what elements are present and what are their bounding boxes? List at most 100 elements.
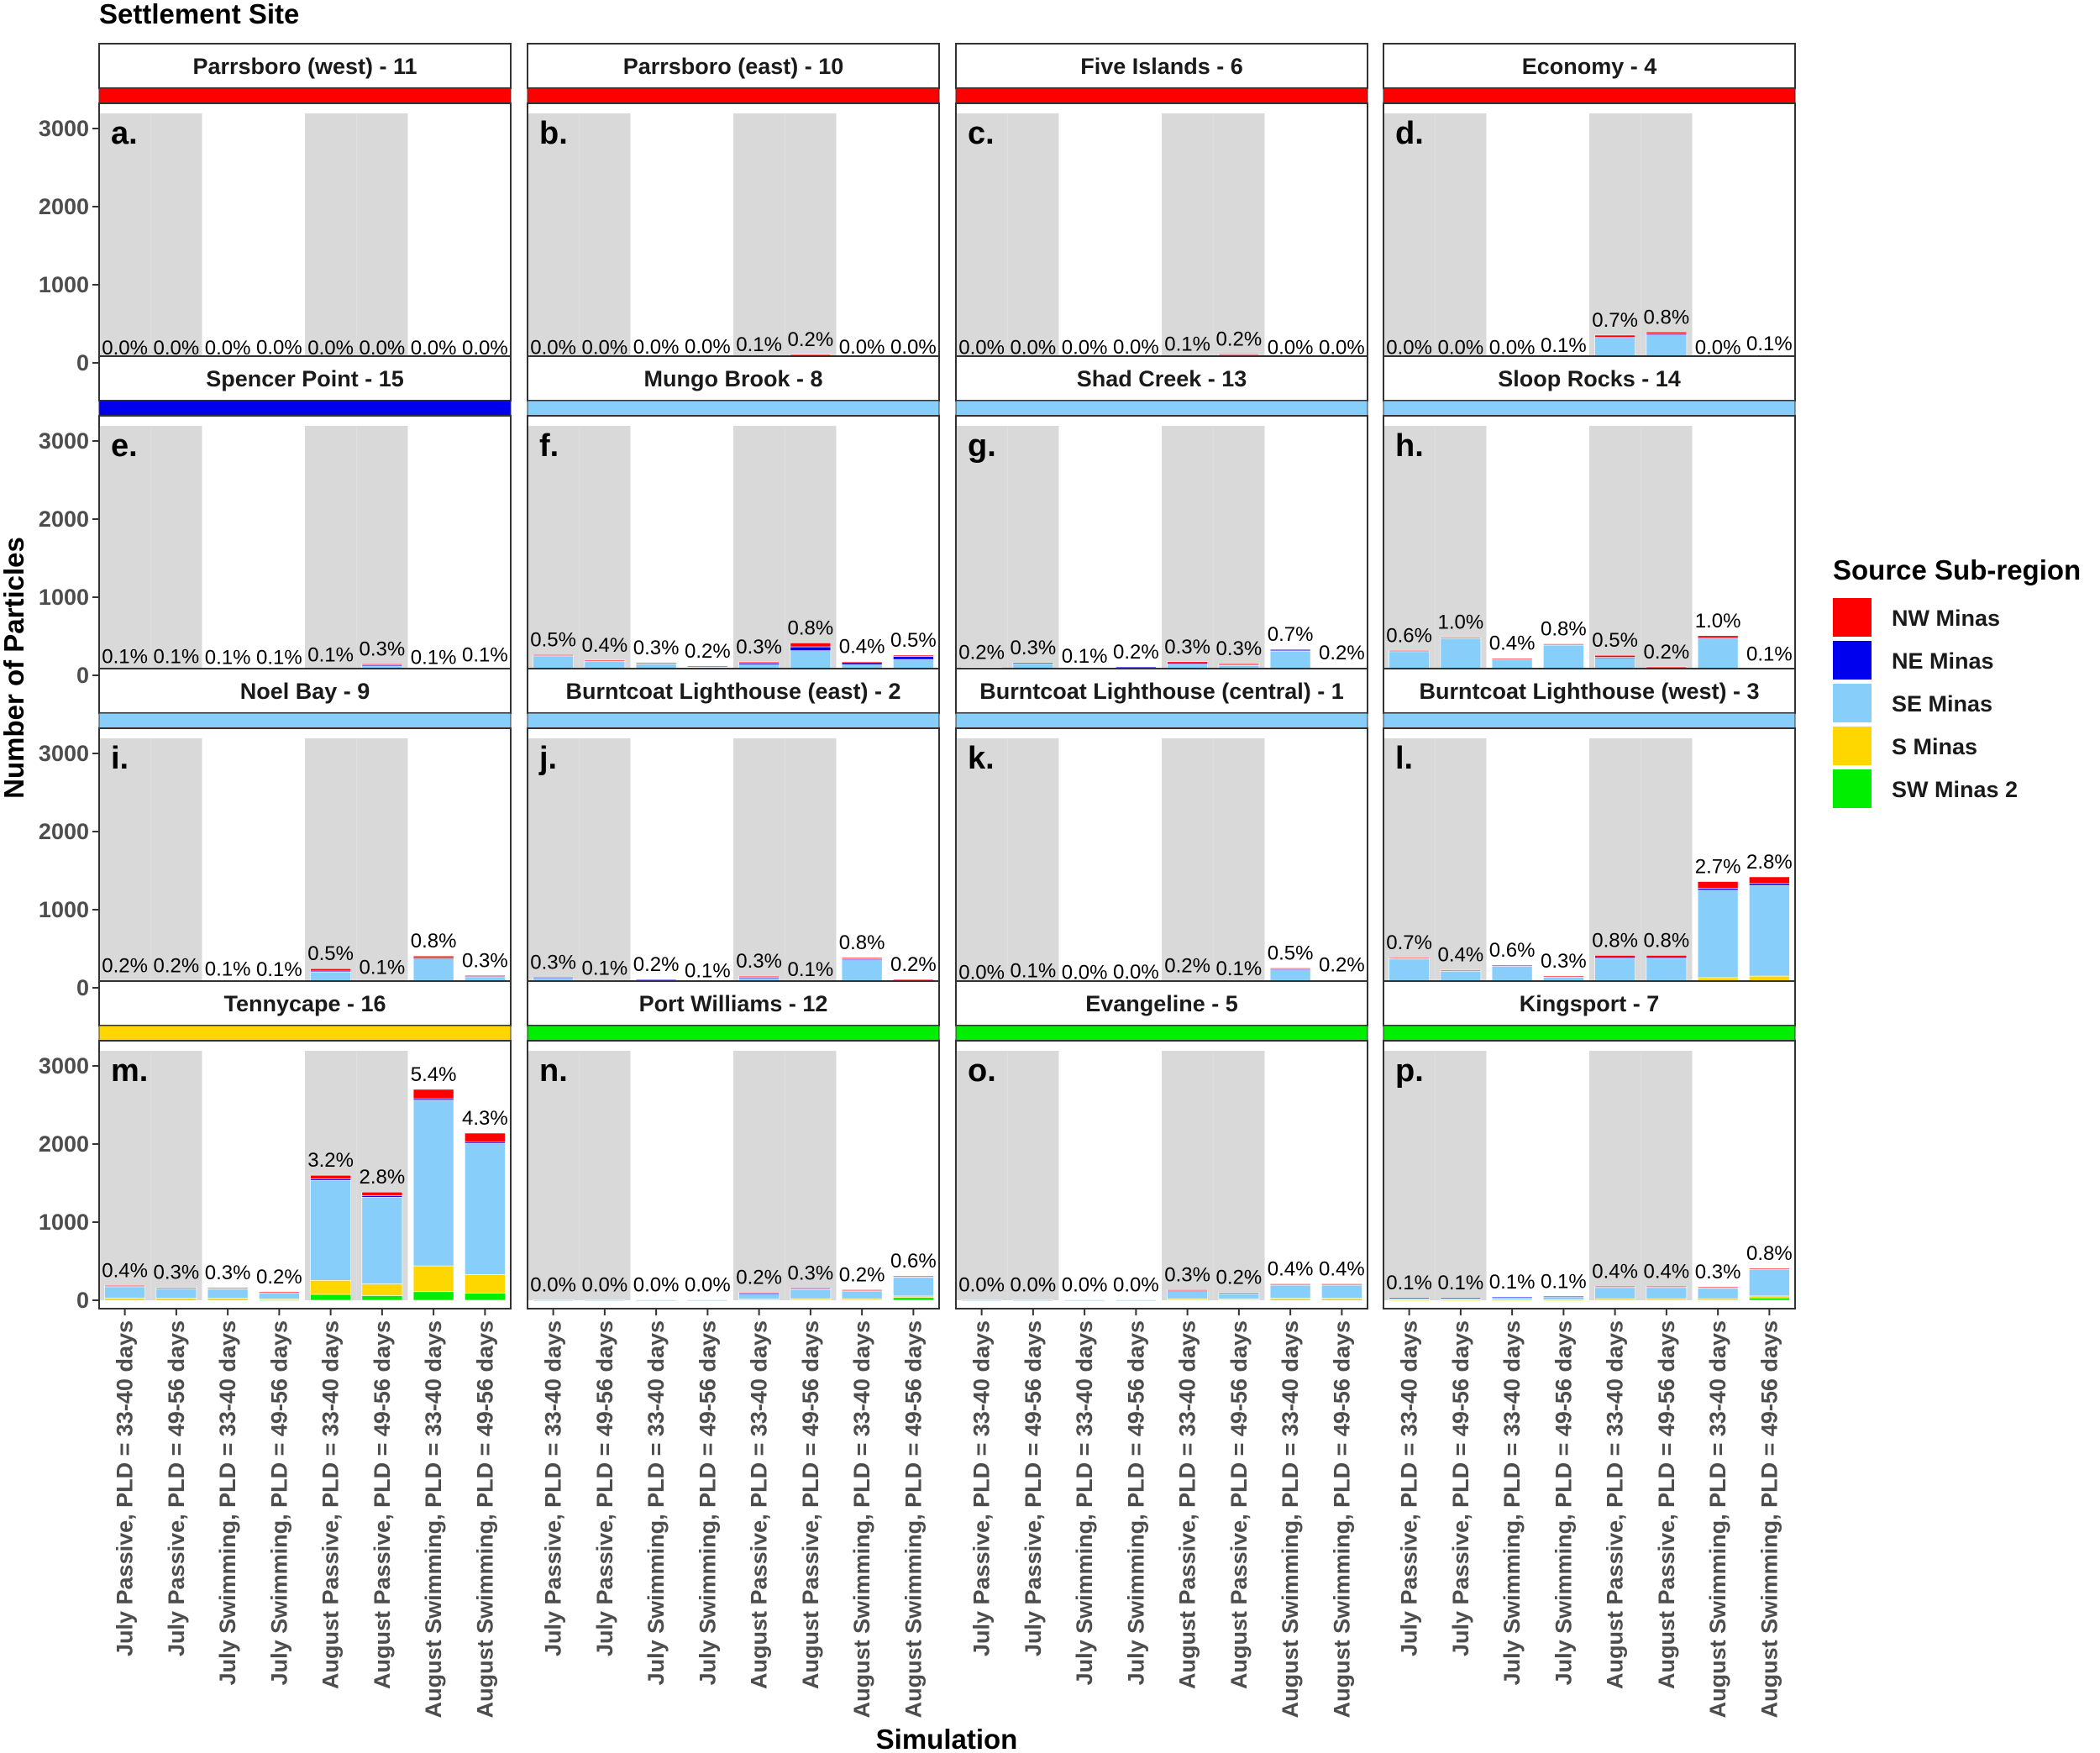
panel-tag: m.: [111, 1053, 148, 1089]
bar-segment: [1269, 1284, 1311, 1299]
bar-segment: [893, 1275, 934, 1278]
bar-segment: [1543, 643, 1584, 646]
bar-percent-label: 0.1%: [462, 643, 508, 666]
bar-percent-label: 1.0%: [1695, 610, 1741, 632]
y-tick-label: 3000: [39, 428, 89, 454]
bar-segment: [1543, 975, 1584, 978]
bar-percent-label: 0.2%: [154, 955, 200, 978]
shaded-band: [1589, 1051, 1641, 1300]
bar-segment: [1697, 635, 1739, 638]
bar-percent-label: 0.1%: [205, 646, 251, 669]
shaded-band: [579, 426, 631, 675]
shaded-band: [528, 113, 580, 363]
shaded-band: [305, 113, 357, 363]
bar-segment: [1749, 1268, 1790, 1297]
x-tick-label: July Swimming, PLD = 33-40 days: [215, 1320, 240, 1685]
bar-percent-label: 0.3%: [205, 1262, 251, 1284]
shaded-band: [733, 113, 785, 363]
bar-percent-label: 0.8%: [1541, 618, 1587, 641]
bar-segment: [465, 975, 506, 977]
shaded-band: [99, 738, 151, 988]
bar-segment: [533, 1299, 574, 1302]
x-tick-label: August Swimming, PLD = 49-56 days: [472, 1320, 497, 1718]
y-tick-label: 0: [76, 1288, 89, 1313]
bar-segment: [738, 1292, 780, 1294]
bar-segment: [1012, 662, 1054, 664]
panel-k: Burntcoat Lighthouse (central) - 10.0% 0.…: [955, 668, 1368, 997]
shaded-band: [1162, 1051, 1214, 1300]
shaded-band: [1007, 738, 1059, 988]
panel-d: Economy - 40.0% 0.0% 0.0% 0.1%0.7% 0.8%0.0% 0…: [1383, 43, 1796, 372]
bar-segment: [841, 1290, 883, 1299]
bar-percent-label: 0.1%: [1746, 643, 1793, 665]
shaded-band: [1435, 426, 1487, 675]
bar-segment: [1594, 1286, 1635, 1299]
panel-strip: [955, 43, 1368, 89]
panel-strip: [955, 668, 1368, 714]
x-tick-label: July Swimming, PLD = 49-56 days: [695, 1320, 720, 1685]
bar-percent-label: 0.0%: [958, 1274, 1005, 1297]
bar-percent-label: 0.4%: [839, 636, 885, 659]
bar-percent-label: 0.1%: [1386, 1272, 1432, 1294]
bar-segment: [584, 659, 626, 662]
legend-label: NE Minas: [1892, 648, 1994, 674]
bar-percent-label: 0.1%: [205, 958, 251, 981]
bar-segment: [841, 661, 883, 664]
bar-percent-label: 0.0%: [1113, 336, 1159, 359]
shaded-band: [1213, 426, 1265, 675]
bar-segment: [310, 1294, 351, 1301]
y-tick-label: 3000: [39, 741, 89, 766]
x-tick-label: July Swimming, PLD = 49-56 days: [1123, 1320, 1148, 1685]
bar-segment: [155, 1288, 197, 1299]
bar-segment: [1749, 1295, 1790, 1299]
bar-percent-label: 0.8%: [1746, 1242, 1793, 1265]
shaded-band: [1589, 426, 1641, 675]
bar-segment: [1440, 1297, 1482, 1299]
bar-percent-label: 0.1%: [1438, 1272, 1484, 1294]
legend-swatch: [1833, 684, 1872, 722]
bar-percent-label: 0.3%: [462, 949, 508, 972]
shaded-band: [150, 113, 202, 363]
panel-e: Spencer Point - 150.1% 0.1% 0.1% 0.1% 0.1% 0.…: [39, 355, 512, 688]
bar-percent-label: 0.4%: [1644, 1260, 1690, 1283]
shaded-band: [1213, 113, 1265, 363]
bar-percent-label: 0.1%: [1062, 645, 1108, 668]
bar-percent-label: 2.8%: [1746, 851, 1793, 874]
shaded-band: [150, 426, 202, 675]
panel-title: Burntcoat Lighthouse (west) - 3: [1420, 679, 1760, 704]
bar-segment: [1543, 644, 1584, 671]
legend-label: SE Minas: [1892, 691, 1992, 716]
x-tick-label: July Passive, PLD = 49-56 days: [592, 1320, 617, 1656]
bar-segment: [1697, 1286, 1739, 1289]
bar-percent-label: 0.2%: [1164, 954, 1210, 977]
bar-percent-label: 0.1%: [1011, 959, 1057, 982]
bar-segment: [1440, 638, 1482, 671]
legend-title: Source Sub-region: [1833, 554, 2081, 585]
bar-segment: [1646, 958, 1688, 984]
bar-percent-label: 0.0%: [890, 336, 937, 359]
bar-percent-label: 0.3%: [788, 1262, 834, 1284]
bar-percent-label: 0.3%: [1164, 636, 1210, 659]
bar-percent-label: 0.2%: [1216, 1267, 1263, 1289]
bar-segment: [1269, 1283, 1311, 1285]
bar-percent-label: 0.0%: [530, 1274, 576, 1297]
panel-strip: [527, 355, 940, 402]
source-color-bar: [98, 1025, 512, 1042]
shaded-band: [1641, 426, 1693, 675]
bar-percent-label: 0.3%: [736, 950, 782, 973]
bar-percent-label: 0.3%: [1011, 637, 1057, 659]
bar-segment: [1697, 638, 1739, 673]
bar-percent-label: 0.2%: [1319, 954, 1365, 977]
panel-tag: p.: [1395, 1053, 1424, 1089]
panel-tag: i.: [111, 741, 129, 776]
panel-tag: n.: [539, 1053, 568, 1089]
shaded-band: [528, 738, 580, 988]
bar-percent-label: 0.1%: [685, 960, 731, 983]
shaded-band: [99, 1051, 151, 1300]
panel-a: Parrsboro (west) - 110.0% 0.0% 0.0% 0.0% 0.0…: [39, 43, 512, 375]
bar-segment: [1646, 1285, 1688, 1288]
bar-percent-label: 0.5%: [1592, 629, 1638, 652]
bar-segment: [412, 1265, 454, 1293]
shaded-band: [956, 738, 1008, 988]
bar-percent-label: 0.5%: [307, 942, 354, 965]
